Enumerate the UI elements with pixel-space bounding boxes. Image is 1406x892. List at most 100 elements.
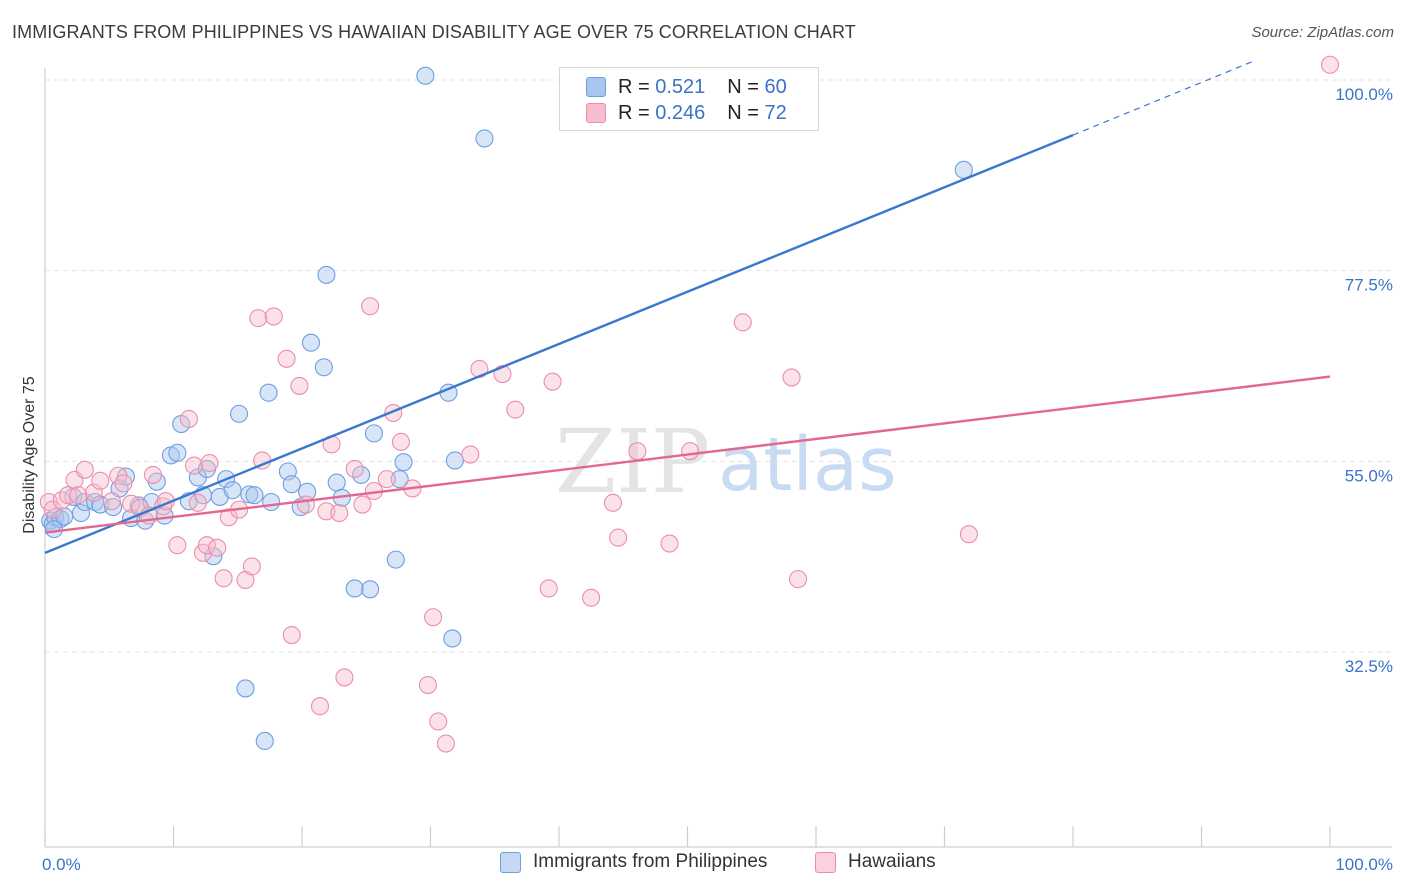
point-hawaiians: [782, 368, 801, 387]
point-hawaiians: [506, 400, 525, 419]
point-hawaiians: [582, 588, 601, 607]
point-hawaiians: [277, 349, 296, 368]
point-hawaiians: [200, 453, 219, 473]
chart-title: IMMIGRANTS FROM PHILIPPINES VS HAWAIIAN …: [12, 22, 856, 42]
legend-n-label: N =: [727, 101, 759, 124]
point-hawaiians: [429, 712, 448, 731]
point-philippines: [229, 404, 249, 423]
point-philippines: [262, 492, 281, 512]
point-hawaiians: [102, 492, 121, 511]
y-axis-title: Disability Age Over 75: [21, 376, 38, 534]
watermark-atlas: atlas: [718, 422, 897, 508]
legend-r-value: 0.246: [655, 101, 706, 124]
point-philippines: [416, 66, 435, 85]
point-philippines: [236, 679, 255, 698]
point-hawaiians: [609, 528, 628, 547]
point-philippines: [445, 451, 464, 470]
point-hawaiians: [179, 409, 198, 429]
point-philippines: [282, 475, 301, 494]
legend-r-label: R =: [618, 75, 650, 98]
point-philippines: [240, 485, 259, 504]
trend-line-philippines: [44, 133, 1074, 554]
point-philippines: [71, 503, 91, 523]
series-label-hawaiians: Hawaiians: [848, 851, 936, 872]
point-hawaiians: [208, 538, 227, 557]
point-hawaiians: [436, 734, 455, 753]
point-philippines: [168, 443, 187, 462]
point-hawaiians: [391, 432, 410, 451]
point-hawaiians: [188, 493, 207, 512]
point-hawaiians: [424, 608, 443, 627]
point-philippines: [364, 424, 384, 443]
point-hawaiians: [185, 456, 204, 475]
point-hawaiians: [461, 445, 480, 464]
point-hawaiians: [361, 297, 380, 316]
point-hawaiians: [84, 483, 103, 502]
point-philippines: [104, 498, 123, 517]
point-hawaiians: [603, 493, 623, 512]
point-hawaiians: [122, 494, 141, 513]
point-philippines: [317, 265, 336, 284]
point-hawaiians: [69, 486, 88, 505]
point-philippines: [386, 550, 405, 569]
point-philippines: [345, 579, 364, 598]
legend-row-hawaiians: R = 0.246 N = 72: [586, 100, 787, 126]
point-philippines: [390, 470, 409, 489]
point-hawaiians: [788, 570, 808, 589]
point-philippines: [361, 580, 380, 599]
legend-n-label: N =: [727, 75, 759, 98]
legend-r-value: 0.521: [655, 75, 706, 98]
point-hawaiians: [628, 442, 647, 461]
point-philippines: [327, 473, 346, 492]
series-legend-hawaiians[interactable]: Hawaiians: [815, 851, 936, 873]
point-hawaiians: [114, 474, 133, 493]
point-hawaiians: [418, 675, 437, 695]
series-swatch-philippines: [500, 851, 521, 873]
legend-n-value: 72: [764, 101, 787, 124]
source-label: Source: ZipAtlas.com: [1251, 24, 1394, 41]
point-hawaiians: [377, 470, 396, 489]
x-tick-label: 0.0%: [42, 855, 81, 874]
point-hawaiians: [660, 534, 679, 553]
point-hawaiians: [75, 460, 94, 479]
stats-legend: R = 0.521 N = 60 R = 0.246 N = 72: [559, 67, 819, 131]
series-legend-philippines[interactable]: Immigrants from Philippines: [500, 851, 767, 873]
point-hawaiians: [543, 372, 562, 391]
axes: [44, 68, 1392, 848]
point-hawaiians: [959, 525, 978, 544]
point-hawaiians: [330, 503, 349, 523]
series-swatch-hawaiians: [815, 851, 836, 873]
point-philippines: [255, 731, 274, 751]
point-philippines: [475, 129, 494, 148]
point-hawaiians: [168, 536, 187, 555]
point-hawaiians: [59, 486, 78, 505]
point-hawaiians: [219, 508, 238, 527]
point-philippines: [245, 486, 264, 505]
y-tick-label: 100.0%: [1335, 85, 1393, 104]
point-hawaiians: [249, 309, 268, 328]
point-hawaiians: [197, 536, 216, 555]
point-hawaiians: [1320, 55, 1340, 74]
legend-n-value: 60: [764, 75, 787, 98]
series-label-philippines: Immigrants from Philippines: [533, 851, 768, 872]
legend-swatch-philippines: [586, 77, 606, 97]
legend-swatch-hawaiians: [586, 103, 606, 123]
point-philippines: [204, 547, 223, 566]
point-hawaiians: [296, 495, 315, 514]
y-tick-label: 55.0%: [1345, 466, 1393, 485]
point-philippines: [301, 333, 321, 352]
point-hawaiians: [214, 569, 233, 588]
point-philippines: [44, 520, 64, 539]
point-philippines: [259, 383, 278, 402]
y-tick-label: 32.5%: [1345, 657, 1393, 676]
point-hawaiians: [264, 307, 283, 326]
point-hawaiians: [91, 471, 110, 490]
series-legend: Immigrants from Philippines Hawaiians: [0, 851, 1406, 877]
point-hawaiians: [290, 376, 309, 395]
point-philippines: [443, 629, 462, 648]
point-hawaiians: [310, 697, 330, 716]
legend-row-philippines: R = 0.521 N = 60: [586, 74, 787, 100]
point-hawaiians: [733, 313, 752, 332]
point-hawaiians: [282, 626, 301, 645]
